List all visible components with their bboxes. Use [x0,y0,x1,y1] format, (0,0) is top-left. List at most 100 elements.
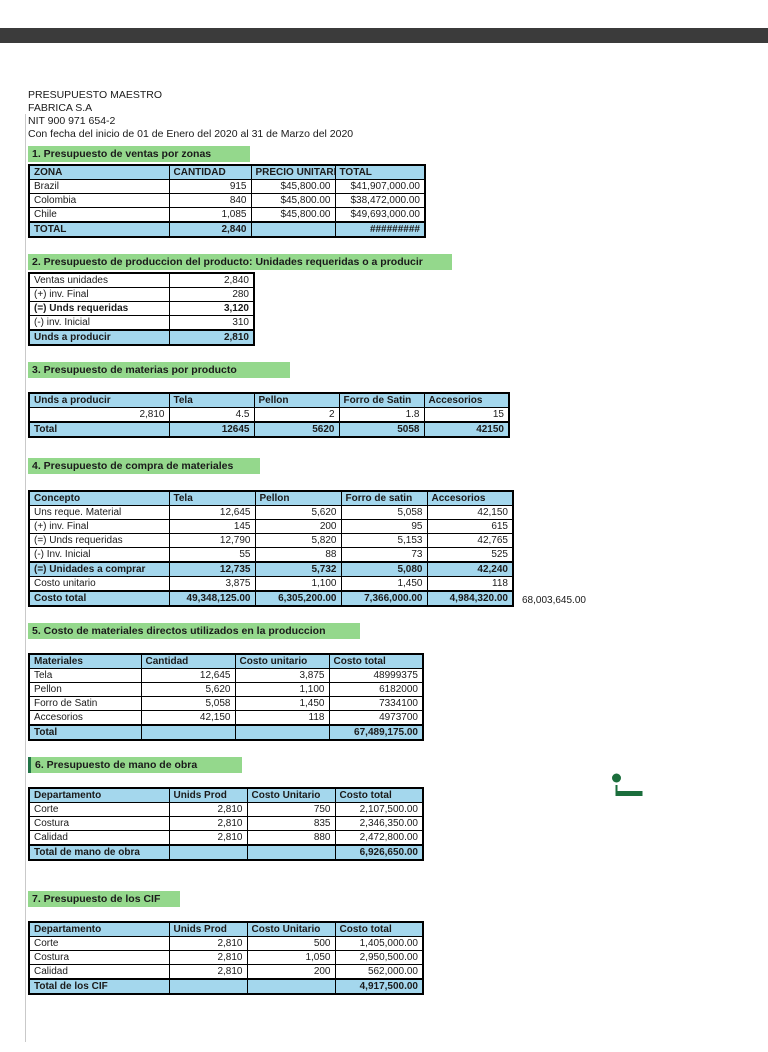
row-label-cell[interactable]: Calidad [28,830,170,846]
value-cell[interactable]: 1,100 [234,682,330,697]
value-cell[interactable] [140,724,236,741]
value-cell[interactable]: 1,050 [246,950,336,965]
value-cell[interactable]: 5,732 [254,561,342,577]
row-label-cell[interactable]: Brazil [28,179,170,194]
value-cell[interactable]: 280 [168,287,255,302]
value-cell[interactable]: PRECIO UNITARI [250,164,336,180]
row-label-cell[interactable]: Total [28,724,142,741]
value-cell[interactable]: Forro de satin [340,490,428,506]
value-cell[interactable]: 3,875 [234,668,330,683]
row-label-cell[interactable]: Total de mano de obra [28,844,170,861]
value-cell[interactable]: Pellon [253,392,340,408]
row-label-cell[interactable]: Tela [28,668,142,683]
value-cell[interactable]: 95 [340,519,428,534]
row-label-cell[interactable]: Uns reque. Material [28,505,170,520]
row-label-cell[interactable]: Costura [28,950,170,965]
row-label-cell[interactable]: Forro de Satin [28,696,142,711]
value-cell[interactable]: 5,080 [340,561,428,577]
value-cell[interactable] [246,844,336,861]
value-cell[interactable]: $49,693,000.00 [334,207,426,223]
value-cell[interactable]: Forro de Satin [338,392,425,408]
row-label-cell[interactable]: TOTAL [28,221,170,238]
value-cell[interactable]: Costo Unitario [246,921,336,937]
value-cell[interactable] [250,221,336,238]
value-cell[interactable]: 88 [254,547,342,563]
value-cell[interactable]: Accesorios [423,392,510,408]
value-cell[interactable]: 2,810 [168,802,248,817]
value-cell[interactable]: 12,645 [168,505,256,520]
row-label-cell[interactable]: Materiales [28,653,142,669]
row-label-cell[interactable]: Departamento [28,787,170,803]
row-label-cell[interactable]: Costo unitario [28,576,170,592]
value-cell[interactable]: Tela [168,490,256,506]
value-cell[interactable]: 1,085 [168,207,252,223]
row-label-cell[interactable]: Colombia [28,193,170,208]
value-cell[interactable]: 4,917,500.00 [334,978,424,995]
value-cell[interactable]: Costo total [334,921,424,937]
value-cell[interactable]: 2,810 [168,936,248,951]
value-cell[interactable]: 42150 [423,421,510,438]
value-cell[interactable]: 15 [423,407,510,423]
row-label-cell[interactable]: Pellon [28,682,142,697]
row-label-cell[interactable]: Costo total [28,590,170,607]
value-cell[interactable]: 615 [426,519,514,534]
value-cell[interactable]: 2 [253,407,340,423]
value-cell[interactable]: 2,810 [168,329,255,346]
value-cell[interactable]: 5620 [253,421,340,438]
value-cell[interactable]: Costo total [334,787,424,803]
value-cell[interactable]: TOTAL [334,164,426,180]
row-label-cell[interactable]: Departamento [28,921,170,937]
row-label-cell[interactable]: (+) inv. Final [28,287,170,302]
value-cell[interactable] [168,844,248,861]
value-cell[interactable]: 525 [426,547,514,563]
value-cell[interactable]: Unids Prod [168,787,248,803]
value-cell[interactable]: 915 [168,179,252,194]
value-cell[interactable]: 5,058 [340,505,428,520]
row-label-cell[interactable]: Total de los CIF [28,978,170,995]
value-cell[interactable]: 12,790 [168,533,256,548]
value-cell[interactable]: 2,950,500.00 [334,950,424,965]
row-label-cell[interactable]: (=) Unds requeridas [28,301,170,316]
value-cell[interactable]: 12645 [168,421,255,438]
row-label-cell[interactable]: (-) inv. Inicial [28,315,170,331]
value-cell[interactable]: 2,840 [168,221,252,238]
value-cell[interactable]: 200 [254,519,342,534]
value-cell[interactable] [246,978,336,995]
row-label-cell[interactable]: Corte [28,936,170,951]
value-cell[interactable]: 7,366,000.00 [340,590,428,607]
value-cell[interactable]: 2,472,800.00 [334,830,424,846]
row-label-cell[interactable]: ZONA [28,164,170,180]
value-cell[interactable]: $45,800.00 [250,193,336,208]
value-cell[interactable]: 6,305,200.00 [254,590,342,607]
value-cell[interactable]: ######### [334,221,426,238]
value-cell[interactable]: 2,810 [168,816,248,831]
value-cell[interactable]: 42,765 [426,533,514,548]
grand-total-value[interactable]: 68,003,645.00 [522,595,586,606]
value-cell[interactable]: 1,450 [340,576,428,592]
value-cell[interactable]: 2,810 [168,830,248,846]
value-cell[interactable]: 7334100 [328,696,424,711]
row-label-cell[interactable]: (-) Inv. Inicial [28,547,170,563]
value-cell[interactable]: 118 [234,710,330,726]
value-cell[interactable]: 118 [426,576,514,592]
value-cell[interactable]: 200 [246,964,336,980]
value-cell[interactable]: $45,800.00 [250,179,336,194]
value-cell[interactable]: 48999375 [328,668,424,683]
value-cell[interactable]: 55 [168,547,256,563]
value-cell[interactable]: 1,450 [234,696,330,711]
value-cell[interactable]: 880 [246,830,336,846]
value-cell[interactable] [168,978,248,995]
value-cell[interactable]: 2,346,350.00 [334,816,424,831]
value-cell[interactable]: 5,820 [254,533,342,548]
value-cell[interactable]: CANTIDAD [168,164,252,180]
value-cell[interactable]: 12,735 [168,561,256,577]
value-cell[interactable]: 3,120 [168,301,255,316]
row-label-cell[interactable]: Accesorios [28,710,142,726]
row-label-cell[interactable]: Concepto [28,490,170,506]
value-cell[interactable]: 1,100 [254,576,342,592]
value-cell[interactable]: 6,926,650.00 [334,844,424,861]
value-cell[interactable]: Pellon [254,490,342,506]
value-cell[interactable]: Cantidad [140,653,236,669]
value-cell[interactable]: Unids Prod [168,921,248,937]
value-cell[interactable]: 2,810 [168,964,248,980]
